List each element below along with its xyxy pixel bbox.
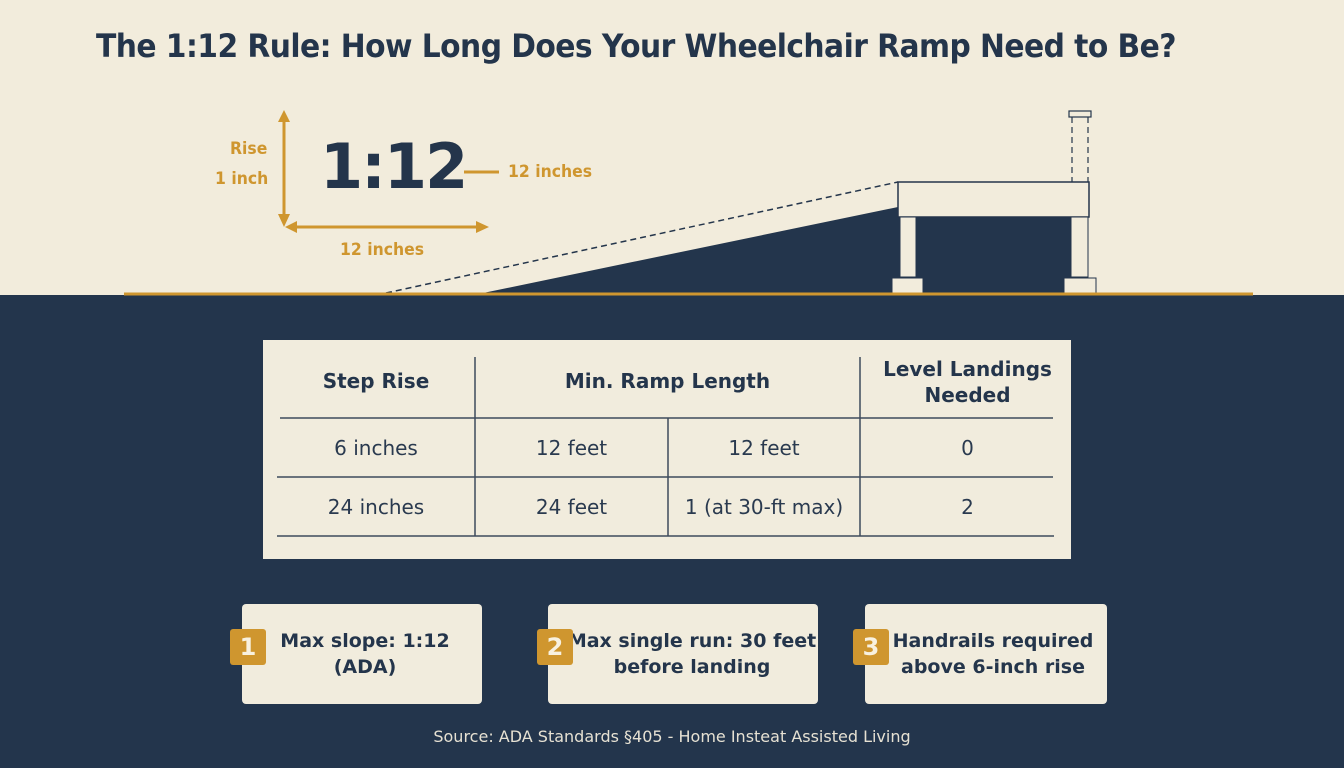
note-card-handrails: Handrails required above 6-inch rise <box>865 604 1107 704</box>
table-cell: 2 <box>961 495 974 519</box>
table-cell: 12 feet <box>535 436 608 460</box>
run-arrow-icon <box>285 221 489 233</box>
rise-arrow-icon <box>278 110 290 227</box>
rise-label: Rise <box>230 139 268 159</box>
page-title: The 1:12 Rule: How Long Does Your Wheelc… <box>96 27 1177 65</box>
post-footing-left <box>891 277 924 294</box>
note-card-max-run: Max single run: 30 feet before landing <box>548 604 818 704</box>
side-label: 12 inches <box>508 162 593 182</box>
header-min-ramp-length: Min. Ramp Length <box>564 369 771 393</box>
ratio-value: 1:12 <box>320 130 468 203</box>
support-post-right <box>1070 216 1089 278</box>
run-label: 12 inches <box>340 240 425 260</box>
table-cell: 12 feet <box>728 436 800 460</box>
handrail-cap <box>1068 110 1092 118</box>
note-text: Handrails required above 6-inch rise <box>892 630 1094 678</box>
ramp-diagram <box>124 110 1253 296</box>
table-cell: 24 inches <box>327 495 425 519</box>
number-badge-2: 2 <box>537 629 573 665</box>
ramp-length-table: Step Rise Min. Ramp Length Level Landing… <box>263 340 1071 559</box>
post-footing-right <box>1063 277 1097 294</box>
ramp-slope <box>483 207 1088 293</box>
note-text: Max slope: 1:12 (ADA) <box>280 630 450 678</box>
header-level-landings: Level Landings Needed <box>883 357 1052 407</box>
table-cell: 0 <box>961 436 974 460</box>
top-panel <box>0 0 1344 295</box>
header-step-rise: Step Rise <box>322 369 430 393</box>
table-grid <box>277 357 1054 537</box>
landing-platform <box>897 181 1090 218</box>
source-caption: Source: ADA Standards §405 - Home Instea… <box>433 727 911 746</box>
number-badge-1: 1 <box>230 629 266 665</box>
rise-value: 1 inch <box>215 169 269 189</box>
table-cell: 24 feet <box>535 495 608 519</box>
table-cell: 1 (at 30-ft max) <box>684 495 844 519</box>
number-badge-3: 3 <box>853 629 889 665</box>
note-card-max-slope: Max slope: 1:12 (ADA) <box>242 604 482 704</box>
dashed-slope-line <box>385 181 899 294</box>
table-cell: 6 inches <box>334 436 418 460</box>
support-post-left <box>899 216 917 278</box>
note-text: Max single run: 30 feet before landing <box>567 630 817 678</box>
